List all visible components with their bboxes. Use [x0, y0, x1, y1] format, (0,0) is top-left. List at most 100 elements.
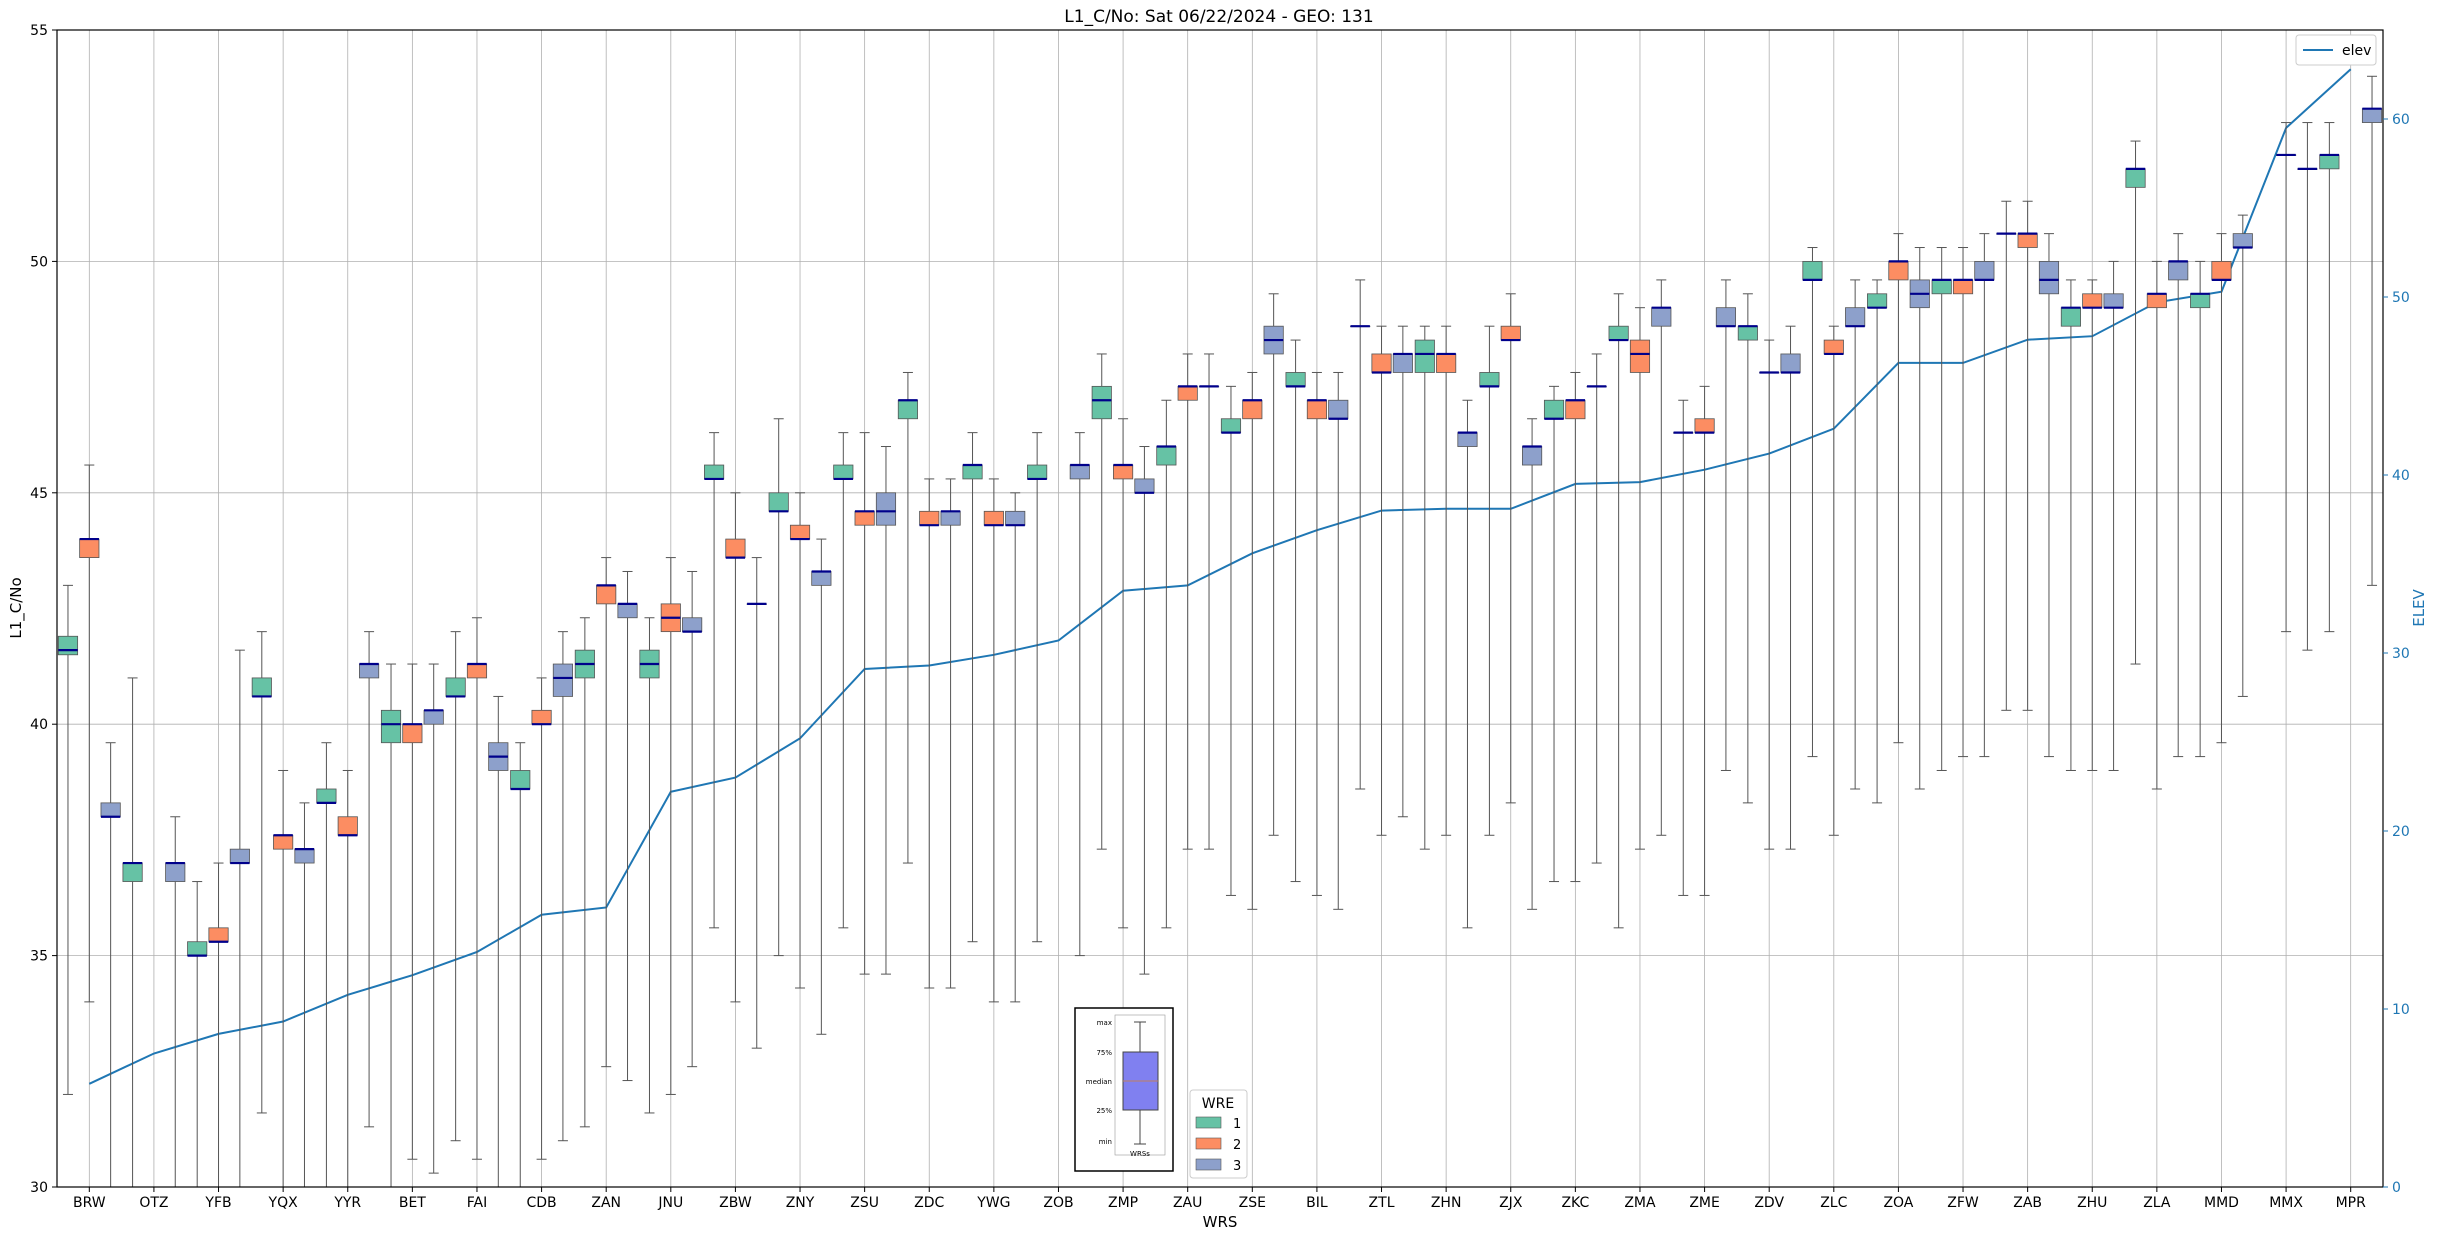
box-body	[1285, 372, 1306, 387]
box-ZMP-wre1	[1091, 353, 1112, 850]
box-key-q1: 25%	[1096, 1107, 1112, 1115]
box-body	[1500, 325, 1521, 341]
box-body	[273, 834, 294, 850]
box-ZJX-wre3	[1522, 418, 1543, 910]
box-ZJX-wre2	[1500, 293, 1521, 804]
box-body	[2361, 108, 2383, 123]
box-body	[983, 510, 1004, 526]
box-ZDV-wre1	[1737, 293, 1758, 804]
box-BIL-wre3	[1328, 371, 1349, 910]
box-body	[854, 510, 875, 526]
box-ZAB-wre2	[2017, 200, 2038, 711]
box-body	[919, 510, 940, 526]
chart-title: L1_C/No: Sat 06/22/2024 - GEO: 131	[1064, 7, 1373, 27]
box-ZHU-wre3	[2103, 260, 2124, 771]
x-tick-label: ZOB	[1043, 1195, 1073, 1211]
box-ZFW-wre1	[1931, 247, 1952, 771]
box-ZSU-wre1	[833, 432, 854, 929]
box-ZDC-wre1	[897, 371, 918, 864]
box-body	[316, 788, 337, 804]
x-tick-label: ZNY	[786, 1195, 815, 1211]
box-MMD-wre2	[2211, 233, 2232, 744]
box-ZNY-wre1	[768, 418, 789, 957]
box-ZMA-wre1	[1608, 293, 1629, 929]
box-body	[165, 862, 186, 882]
box-CDB-wre2	[531, 677, 552, 1160]
x-tick-label: ZTL	[1369, 1195, 1395, 1211]
box-body	[2232, 233, 2253, 248]
box-body	[833, 464, 854, 480]
box-body	[1005, 510, 1026, 526]
box-body	[1543, 399, 1565, 420]
y-tick-label: 55	[30, 23, 48, 39]
box-OTZ-wre1	[122, 677, 143, 1188]
box-body	[1220, 418, 1242, 434]
box-ZOA-wre2	[1888, 233, 1909, 744]
box-body	[1177, 385, 1198, 401]
box-body	[725, 538, 746, 558]
x-tick-label: ZFW	[1947, 1195, 1979, 1211]
box-ZLC-wre1	[1802, 247, 1823, 758]
box-body	[359, 663, 380, 679]
box-ZTL-wre3	[1392, 325, 1413, 818]
box-ZKC-wre2	[1565, 371, 1586, 883]
x-tick-label: ZHN	[1431, 1195, 1462, 1211]
box-ZME-wre1	[1673, 399, 1694, 896]
box-YWG-wre1	[962, 432, 983, 943]
plot-frame	[56, 29, 2384, 1188]
box-ZDC-wre3	[940, 478, 961, 989]
box-ZDV-wre3	[1780, 325, 1801, 850]
x-tick-label: ZAN	[591, 1195, 621, 1211]
box-MPR-wre1	[2319, 122, 2340, 633]
y-tick-label: 50	[30, 254, 48, 270]
box-ZKC-wre3	[1586, 353, 1607, 864]
box-ZMA-wre2	[1629, 307, 1651, 850]
box-body	[1113, 464, 1134, 480]
y-right-tick-label: 30	[2392, 646, 2410, 662]
box-ZTL-wre2	[1371, 325, 1392, 836]
x-tick-label: CDB	[526, 1195, 556, 1211]
wre-legend-swatch-1	[1195, 1116, 1222, 1129]
box-key-xlabel: WRSs	[1130, 1150, 1150, 1158]
box-BET-wre2	[402, 663, 423, 1160]
x-tick-label: ZDC	[914, 1195, 944, 1211]
box-body	[1156, 446, 1177, 466]
box-ZME-wre3	[1715, 279, 1736, 771]
box-ZAN-wre2	[596, 557, 617, 1068]
box-body	[1629, 339, 1651, 373]
x-tick-label: MMX	[2269, 1195, 2303, 1211]
box-ZFW-wre3	[1974, 233, 1995, 758]
box-body	[1888, 260, 1909, 281]
box-body	[122, 862, 143, 882]
box-body	[187, 941, 208, 957]
x-tick-label: ZLA	[2143, 1195, 2171, 1211]
box-body	[2038, 260, 2060, 295]
box-key-max: max	[1097, 1019, 1112, 1027]
elev-legend-label: elev	[2342, 43, 2371, 59]
box-body	[789, 524, 811, 540]
y-axis-left-label: L1_C/No	[7, 577, 26, 638]
box-body	[552, 663, 573, 697]
box-ZDV-wre2	[1759, 339, 1780, 850]
box-ZSE-wre3	[1263, 293, 1284, 836]
elev-series	[88, 68, 2352, 1085]
box-ZLC-wre2	[1823, 325, 1844, 836]
box-CDB-wre3	[552, 631, 573, 1142]
x-tick-label: YFB	[204, 1195, 231, 1211]
x-tick-label: ZOA	[1883, 1195, 1913, 1211]
box-ZLA-wre3	[2168, 233, 2189, 758]
box-body	[1242, 399, 1263, 420]
box-body	[510, 770, 531, 790]
box-YQX-wre3	[294, 802, 315, 1188]
box-body	[1457, 432, 1478, 447]
y-tick-label: 35	[30, 949, 48, 965]
box-ZBW-wre1	[704, 432, 725, 929]
box-ZAU-wre2	[1177, 353, 1198, 850]
box-body	[2060, 307, 2081, 327]
box-ZNY-wre3	[811, 538, 832, 1035]
box-body	[2017, 233, 2038, 248]
box-ZSE-wre1	[1220, 385, 1242, 896]
wre-legend-label-2: 2	[1233, 1138, 1241, 1153]
box-ZOA-wre1	[1867, 279, 1888, 804]
